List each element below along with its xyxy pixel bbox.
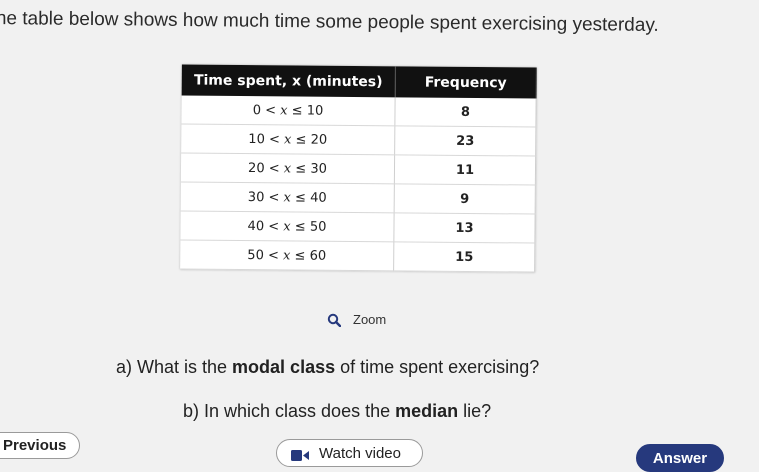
table-row: 0 < x ≤ 10 8 (181, 95, 537, 128)
table-row: 30 < x ≤ 40 9 (180, 181, 536, 215)
zoom-label: Zoom (353, 312, 387, 327)
answer-button[interactable]: Answer (636, 444, 724, 472)
frequency-value: 9 (394, 183, 536, 215)
class-interval: 40 < x ≤ 50 (180, 210, 395, 242)
header-frequency: Frequency (395, 66, 537, 99)
frequency-value: 11 (394, 154, 536, 186)
previous-button[interactable]: Previous (0, 432, 80, 459)
table-row: 10 < x ≤ 20 23 (181, 123, 536, 157)
intro-text: he table below shows how much time some … (0, 8, 659, 36)
frequency-value: 23 (394, 125, 536, 157)
class-interval: 10 < x ≤ 20 (181, 123, 395, 155)
zoom-button[interactable]: Zoom (327, 312, 386, 327)
video-camera-icon (291, 448, 309, 461)
table-row: 20 < x ≤ 30 11 (180, 152, 536, 186)
magnifier-icon (327, 313, 341, 327)
table-header-row: Time spent, x (minutes) Frequency (181, 64, 537, 99)
class-interval: 50 < x ≤ 60 (180, 239, 394, 271)
frequency-value: 15 (393, 241, 535, 273)
class-interval: 20 < x ≤ 30 (180, 152, 395, 184)
table-row: 50 < x ≤ 60 15 (180, 239, 535, 273)
frequency-table: Time spent, x (minutes) Frequency 0 < x … (180, 64, 537, 273)
header-time-spent: Time spent, x (minutes) (181, 64, 396, 98)
frequency-value: 13 (393, 212, 536, 244)
class-interval: 30 < x ≤ 40 (180, 181, 395, 213)
question-a: a) What is the modal class of time spent… (116, 357, 540, 377)
frequency-value: 8 (394, 97, 537, 128)
question-b: b) In which class does the median lie? (183, 401, 492, 421)
class-interval: 0 < x ≤ 10 (181, 95, 396, 126)
table-row: 40 < x ≤ 50 13 (180, 210, 536, 244)
watch-video-label: Watch video (319, 444, 401, 462)
